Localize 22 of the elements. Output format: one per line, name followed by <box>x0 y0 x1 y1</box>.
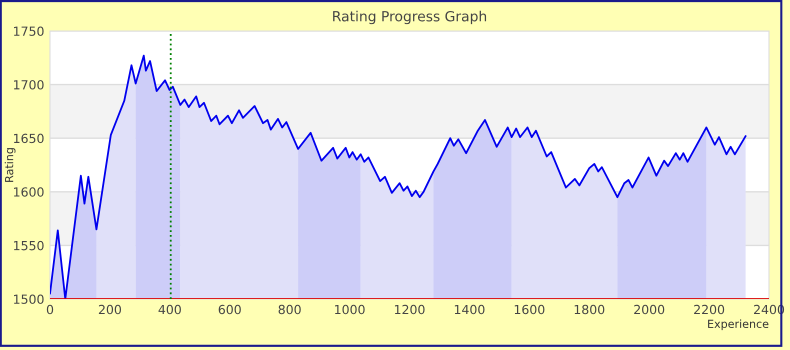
x-tick-label: 800 <box>278 304 301 314</box>
y-tick-label: 1650 <box>14 134 44 144</box>
y-tick-label: 1500 <box>14 294 44 304</box>
x-tick-label: 400 <box>158 304 181 314</box>
x-axis-title: Experience <box>708 319 768 330</box>
x-tick-label: 200 <box>98 304 122 314</box>
x-tick-label: 0 <box>46 304 54 314</box>
y-axis-title: Rating <box>4 148 16 182</box>
x-tick-label: 1800 <box>574 304 604 314</box>
x-tick-label: 1600 <box>514 304 544 314</box>
y-tick-label: 1700 <box>14 80 44 90</box>
x-tick-label: 2000 <box>634 304 664 314</box>
line-series <box>50 54 747 299</box>
x-tick-label: 1000 <box>335 304 365 314</box>
x-tick-label: 2200 <box>694 304 724 314</box>
x-tick-label: 1200 <box>394 304 425 314</box>
x-tick-label: 1400 <box>454 304 484 314</box>
x-tick-label: 600 <box>218 304 241 314</box>
y-tick-label: 1750 <box>14 26 44 36</box>
y-tick-label: 1550 <box>14 240 44 250</box>
chart-title: Rating Progress Graph <box>333 10 486 24</box>
y-tick-label: 1600 <box>14 187 44 197</box>
